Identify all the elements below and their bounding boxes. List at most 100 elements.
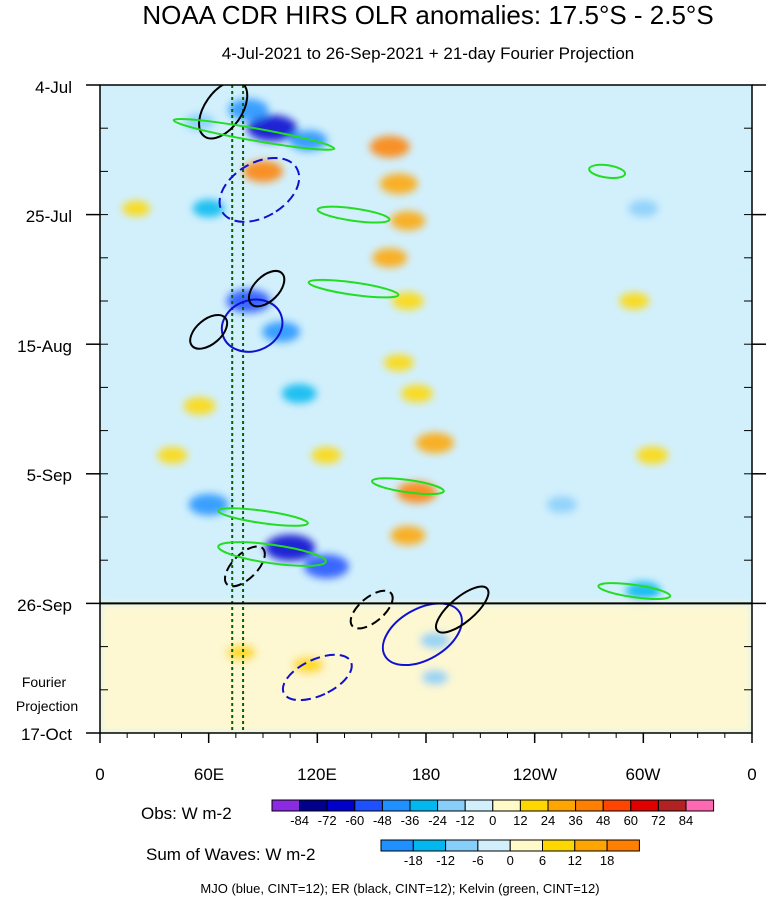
anomaly-blob — [183, 397, 216, 415]
anomaly-field — [100, 98, 752, 733]
chart-title: NOAA CDR HIRS OLR anomalies: 17.5°S - 2.… — [142, 0, 713, 30]
obs-colorbar-label: Obs: W m-2 — [141, 804, 232, 823]
colorbar-box — [602, 799, 632, 812]
mjo-contour — [220, 298, 284, 353]
kelvin-contour — [172, 117, 336, 151]
projection-label: Projection — [16, 698, 78, 714]
projection-label: Fourier — [22, 674, 67, 690]
anomaly-blob — [226, 644, 257, 662]
anomaly-blob — [619, 292, 650, 310]
colorbar-tick-label: 0 — [489, 813, 496, 828]
er-contour — [349, 589, 394, 630]
colorbar-tick-label: 84 — [679, 813, 693, 828]
anomaly-blob — [379, 173, 418, 195]
x-tick-label: 180 — [412, 765, 440, 784]
anomaly-blob — [546, 496, 577, 514]
projection-background — [100, 603, 752, 733]
anomaly-blob — [281, 383, 317, 404]
colorbar-box — [326, 799, 356, 812]
anomaly-blob — [228, 98, 269, 121]
x-tick-label: 0 — [747, 765, 756, 784]
colorbar-tick-label: -12 — [456, 813, 475, 828]
kelvin-contour — [371, 477, 445, 496]
y-tick-label: 26-Sep — [17, 596, 72, 615]
anomaly-blob — [625, 581, 661, 601]
er-contour — [435, 585, 490, 634]
colorbar-box — [519, 799, 549, 812]
y-tick-label: 4-Jul — [35, 78, 72, 97]
colorbar-box — [437, 799, 466, 812]
colorbar-box — [380, 839, 414, 852]
colorbar-tick-label: -6 — [472, 853, 484, 868]
colorbar-tick-label: -60 — [345, 813, 364, 828]
x-tick-label: 120W — [513, 765, 557, 784]
colorbar-box — [575, 799, 604, 812]
axes — [86, 84, 766, 743]
anomaly-blob — [400, 384, 433, 403]
anomaly-blob — [369, 135, 410, 158]
chart-subtitle: 4-Jul-2021 to 26-Sep-2021 + 21-day Fouri… — [222, 44, 635, 63]
colorbar-tick-label: -36 — [401, 813, 420, 828]
colorbar-box — [354, 799, 383, 812]
colorbar-tick-label: 18 — [600, 853, 614, 868]
colorbar-tick-label: 24 — [541, 813, 555, 828]
y-tick-label: 5-Sep — [27, 466, 72, 485]
anomaly-blob — [396, 481, 437, 504]
anomaly-blob — [390, 211, 426, 231]
anomaly-blob — [122, 200, 151, 217]
x-tick-label: 0 — [95, 765, 104, 784]
anomaly-blob — [157, 446, 188, 464]
colorbar-box — [381, 799, 411, 812]
anomaly-blob — [372, 248, 408, 268]
colorbar-box — [477, 839, 511, 852]
y-tick-label: 15-Aug — [17, 337, 72, 356]
anomaly-blob — [383, 354, 414, 372]
colorbar-tick-label: -48 — [373, 813, 392, 828]
anomaly-blob — [416, 432, 455, 454]
footer-legend: MJO (blue, CINT=12); ER (black, CINT=12)… — [200, 881, 599, 896]
colorbar-tick-label: -84 — [290, 813, 309, 828]
wave-colorbar: -18 -12 -6 0 6 12 18 — [380, 839, 640, 868]
colorbar-box — [685, 799, 715, 812]
kelvin-contour — [217, 507, 309, 527]
colorbar-box — [464, 799, 494, 812]
mjo-contour — [381, 602, 463, 667]
kelvin-contour — [217, 541, 327, 567]
kelvin-contour — [307, 278, 400, 299]
colorbar-box — [657, 799, 687, 812]
colorbar-tick-label: 36 — [568, 813, 582, 828]
wave-contours — [172, 85, 672, 702]
anomaly-blob — [311, 446, 342, 464]
x-tick-label: 120E — [297, 765, 337, 784]
er-contour — [247, 269, 286, 308]
colorbar-box — [574, 839, 608, 852]
colorbar-tick-label: -12 — [436, 853, 455, 868]
anomaly-blob — [390, 525, 426, 546]
kelvin-contour — [316, 205, 391, 224]
anomaly-blob — [292, 656, 325, 674]
colorbar-tick-label: 6 — [539, 853, 546, 868]
colorbar-tick-label: 48 — [596, 813, 610, 828]
x-tick-label: 60E — [194, 765, 224, 784]
er-contour — [189, 313, 229, 350]
anomaly-blob — [188, 493, 229, 516]
anomaly-blob — [243, 160, 283, 183]
colorbar-box — [271, 799, 301, 812]
kelvin-contour — [597, 582, 672, 600]
anomaly-blob — [192, 199, 225, 218]
er-contour — [223, 545, 266, 588]
colorbar-tick-label: -72 — [318, 813, 337, 828]
colorbar-box — [509, 839, 544, 852]
wave-colorbar-label: Sum of Waves: W m-2 — [146, 845, 315, 864]
colorbar-tick-label: 60 — [624, 813, 638, 828]
mjo-contour — [218, 156, 301, 223]
colorbar-box — [542, 839, 576, 852]
colorbar-box — [412, 839, 447, 852]
x-tick-label: 60W — [626, 765, 661, 784]
colorbar-box — [630, 799, 659, 812]
anomaly-blob — [421, 669, 449, 686]
reference-lines — [231, 85, 245, 733]
colorbar-box — [606, 839, 640, 852]
colorbar-tick-label: 0 — [507, 853, 514, 868]
